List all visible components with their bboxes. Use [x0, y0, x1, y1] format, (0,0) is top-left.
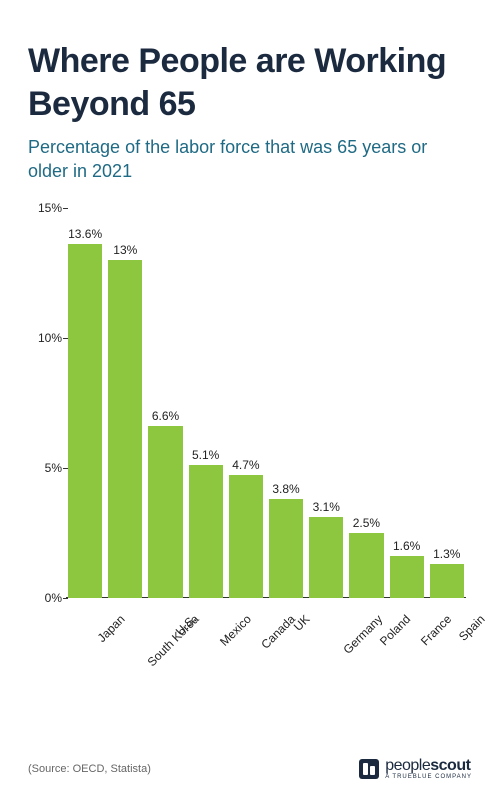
- bar: [108, 260, 142, 598]
- bar: [269, 499, 303, 598]
- bar: [349, 533, 383, 598]
- bar-value-label: 6.6%: [152, 409, 179, 423]
- x-tick-label: Canada: [229, 604, 263, 694]
- bar-value-label: 13%: [113, 243, 137, 257]
- bar: [148, 426, 182, 598]
- y-tick: 10%: [28, 331, 62, 345]
- bar-value-label: 1.6%: [393, 539, 420, 553]
- bar-column: 4.7%: [229, 208, 263, 598]
- bar: [309, 517, 343, 598]
- x-tick-label: Mexico: [189, 604, 223, 694]
- bar: [430, 564, 464, 598]
- x-tick-label: South Korea: [108, 604, 142, 694]
- bar-column: 1.3%: [430, 208, 464, 598]
- logo-text: peoplescout A TRUEBLUE COMPANY: [385, 758, 472, 780]
- x-tick-label: U.S.: [149, 604, 183, 694]
- bar-column: 2.5%: [349, 208, 383, 598]
- bar-column: 3.1%: [309, 208, 343, 598]
- chart-area: 13.6% 13% 6.6% 5.1% 4.7% 3.8% 3.1% 2.5% 1.6% 1.3%…: [28, 208, 472, 748]
- bar: [68, 244, 102, 598]
- bar-column: 3.8%: [269, 208, 303, 598]
- bar-column: 6.6%: [148, 208, 182, 598]
- x-tick-label: Japan: [68, 604, 102, 694]
- x-tick-label: Poland: [349, 604, 383, 694]
- logo-tagline: A TRUEBLUE COMPANY: [385, 774, 472, 780]
- bars-container: 13.6% 13% 6.6% 5.1% 4.7% 3.8% 3.1% 2.5% 1.6% 1.3%: [66, 208, 466, 598]
- x-tick-label: Germany: [309, 604, 343, 694]
- bar-value-label: 3.8%: [272, 482, 299, 496]
- x-tick-label: Spain: [430, 604, 464, 694]
- bar-column: 1.6%: [390, 208, 424, 598]
- source-text: (Source: OECD, Statista): [28, 763, 151, 775]
- chart-plot: 13.6% 13% 6.6% 5.1% 4.7% 3.8% 3.1% 2.5% 1.6% 1.3%…: [66, 208, 466, 598]
- bar-value-label: 13.6%: [68, 227, 102, 241]
- bar-value-label: 5.1%: [192, 448, 219, 462]
- y-tick: 0%: [28, 591, 62, 605]
- x-tick-label: France: [389, 604, 423, 694]
- bar: [229, 475, 263, 597]
- page: Where People are Working Beyond 65 Perce…: [0, 0, 500, 800]
- y-tick: 5%: [28, 461, 62, 475]
- logo-icon: [359, 759, 379, 779]
- chart-title: Where People are Working Beyond 65: [28, 40, 472, 125]
- chart-subtitle: Percentage of the labor force that was 6…: [28, 135, 472, 184]
- bar-column: 13.6%: [68, 208, 102, 598]
- footer: (Source: OECD, Statista) peoplescout A T…: [28, 748, 472, 780]
- logo-name: peoplescout: [385, 758, 472, 774]
- y-tick: 15%: [28, 201, 62, 215]
- bar-value-label: 3.1%: [313, 500, 340, 514]
- brand-logo: peoplescout A TRUEBLUE COMPANY: [359, 758, 472, 780]
- x-tick-label: UK: [269, 604, 303, 694]
- bar: [189, 465, 223, 598]
- bar: [390, 556, 424, 598]
- bar-value-label: 1.3%: [433, 547, 460, 561]
- x-axis: JapanSouth KoreaU.S.MexicoCanadaUKGerman…: [66, 604, 466, 694]
- bar-value-label: 4.7%: [232, 458, 259, 472]
- bar-value-label: 2.5%: [353, 516, 380, 530]
- bar-column: 13%: [108, 208, 142, 598]
- bar-column: 5.1%: [189, 208, 223, 598]
